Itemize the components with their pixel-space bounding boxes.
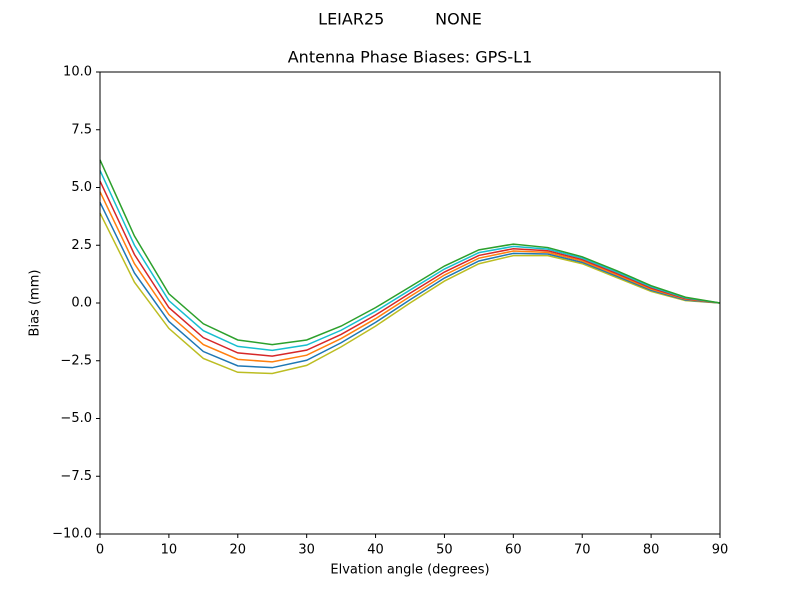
y-tick-label: −7.5 <box>60 469 92 484</box>
x-tick-label: 80 <box>643 543 660 558</box>
series-line <box>99 191 721 363</box>
series-line <box>99 180 721 357</box>
x-tick-label: 0 <box>96 543 104 558</box>
y-axis-label: Bias (mm) <box>28 270 43 337</box>
series-line <box>99 201 721 369</box>
series-line <box>99 170 721 352</box>
x-tick-label: 60 <box>505 543 522 558</box>
y-tick-label: 7.5 <box>71 122 92 137</box>
x-tick-label: 20 <box>230 543 247 558</box>
y-tick-label: 10.0 <box>63 65 92 80</box>
x-tick-label: 30 <box>298 543 315 558</box>
y-tick-label: 5.0 <box>71 180 92 195</box>
x-axis-label: Elvation angle (degrees) <box>330 563 489 578</box>
y-tick-label: −10.0 <box>52 527 92 542</box>
x-tick-label: 70 <box>574 543 591 558</box>
x-tick-label: 10 <box>161 543 178 558</box>
series-line <box>99 212 721 375</box>
suptitle: LEIAR25 NONE <box>318 10 482 29</box>
x-tick-label: 40 <box>367 543 384 558</box>
y-tick-label: −5.0 <box>60 411 92 426</box>
x-tick-label: 90 <box>712 543 729 558</box>
chart-title: Antenna Phase Biases: GPS-L1 <box>288 48 533 67</box>
y-tick-label: −2.5 <box>60 353 92 368</box>
x-tick-label: 50 <box>436 543 453 558</box>
y-tick-label: 2.5 <box>71 238 92 253</box>
y-tick-label: 0.0 <box>71 296 92 311</box>
series-line <box>99 159 721 346</box>
plot-frame <box>99 71 721 535</box>
